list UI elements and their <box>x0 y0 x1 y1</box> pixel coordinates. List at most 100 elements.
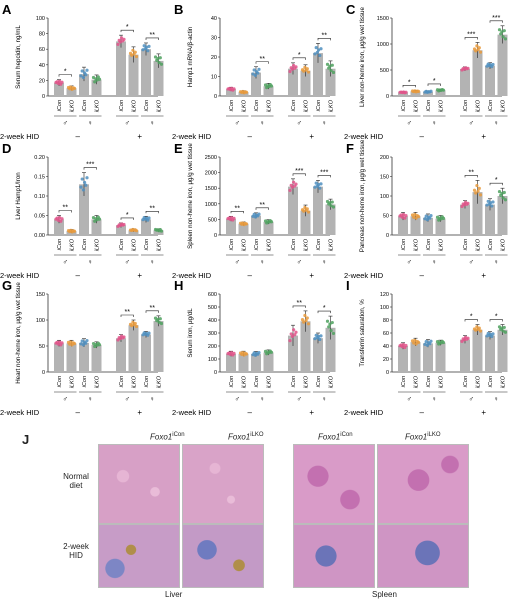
y-tick-label: 500 <box>208 217 217 223</box>
data-point <box>328 64 332 68</box>
data-point <box>325 62 330 66</box>
chart-panel-f: F Pancreas non-heme iron, μg/g wet tissue… <box>344 139 508 280</box>
bar <box>497 329 508 372</box>
chart-panel-b: B Hamp1 mRNA/β-actin 0 10 20 30 40 iCon iLKO iCon… <box>172 2 336 141</box>
sex-label: ♂ <box>297 259 302 266</box>
bar <box>485 65 495 96</box>
sex-label: ♀ <box>88 396 93 403</box>
data-point <box>303 205 307 210</box>
bar <box>54 82 64 96</box>
bar <box>141 334 151 372</box>
data-point <box>292 180 296 184</box>
significance-bracket <box>317 310 331 314</box>
y-tick-label: 40 <box>383 344 389 350</box>
y-tick-label: 0 <box>42 94 45 100</box>
data-point <box>424 340 428 344</box>
x-tick-label: iLKO <box>157 375 163 388</box>
significance-label: ** <box>297 300 303 307</box>
panel-letter-c: C <box>346 2 356 17</box>
sex-label: ♀ <box>260 259 265 266</box>
data-point <box>147 331 151 335</box>
data-point <box>466 66 470 70</box>
data-point <box>325 319 330 323</box>
x-tick-label: iCon <box>463 239 469 250</box>
sex-label: ♂ <box>469 259 474 266</box>
data-point <box>130 324 134 328</box>
panel-letter-b: B <box>174 2 183 17</box>
sex-label: ♂ <box>63 396 68 403</box>
data-point <box>404 343 408 348</box>
data-point <box>156 317 160 321</box>
bar <box>263 86 274 96</box>
bar <box>226 89 236 96</box>
data-point <box>232 87 236 91</box>
data-point <box>306 322 311 326</box>
bar <box>460 204 470 235</box>
panel-letter-a: A <box>2 2 12 17</box>
data-point <box>72 86 77 90</box>
x-tick-label: iLKO <box>329 238 335 251</box>
x-tick-label: iCon <box>401 376 407 387</box>
data-point <box>474 49 478 53</box>
bar <box>91 79 102 96</box>
chart-panel-d: D Liver Hamp1/Iron 0.00 0.05 0.10 0.15 0.20 iCo… <box>0 141 164 280</box>
x-tick-label: iLKO <box>267 238 273 251</box>
bar <box>460 339 470 372</box>
x-tick-label: iLKO <box>304 99 310 112</box>
sex-label: ♀ <box>322 259 327 266</box>
data-point <box>147 44 151 49</box>
data-point <box>462 203 466 207</box>
significance-bracket <box>292 57 306 60</box>
hid-label: 2-week HID <box>172 271 212 280</box>
data-point <box>318 186 322 190</box>
sex-label: ♂ <box>297 396 302 403</box>
bar <box>141 49 151 96</box>
data-point <box>503 330 508 334</box>
data-point <box>477 46 481 50</box>
y-tick-label: 150 <box>380 175 389 181</box>
data-point <box>303 313 307 318</box>
data-point <box>91 341 96 346</box>
hid-label: 2-week HID <box>0 271 40 280</box>
y-tick-label: 0 <box>214 94 217 100</box>
x-tick-label: iCon <box>401 239 407 250</box>
data-point <box>147 216 151 220</box>
bar <box>54 219 64 235</box>
bar <box>153 60 164 96</box>
hid-label: 2-week HID <box>172 408 212 417</box>
bar <box>435 218 446 235</box>
x-tick-label: iCon <box>229 100 235 111</box>
x-tick-label: iLKO <box>501 238 507 251</box>
data-point <box>501 196 505 200</box>
panel-letter-d: D <box>2 141 11 156</box>
bar <box>313 53 323 96</box>
data-point <box>269 220 274 224</box>
significance-label: * <box>126 24 129 31</box>
x-tick-label: iCon <box>426 100 432 111</box>
x-tick-label: iCon <box>316 100 322 111</box>
data-point <box>424 214 428 218</box>
x-tick-label: iLKO <box>157 238 163 251</box>
bar <box>116 225 126 235</box>
x-tick-label: iCon <box>291 239 297 250</box>
data-point <box>269 84 274 88</box>
significance-label: * <box>64 69 67 76</box>
chart-panel-h: H Serum iron, μg/dL 0 100 200 300 400 500 600 iCo… <box>172 278 336 417</box>
x-tick-label: iLKO <box>414 375 420 388</box>
data-point <box>133 321 137 326</box>
bar <box>128 325 139 372</box>
bar <box>300 321 311 372</box>
significance-label: *** <box>295 168 303 175</box>
significance-bracket <box>489 20 503 23</box>
hid-plus: + <box>309 271 314 280</box>
data-point <box>252 212 256 216</box>
x-tick-label: iLKO <box>95 238 101 251</box>
sex-label: ♂ <box>63 120 68 127</box>
bar <box>263 221 274 235</box>
data-point <box>81 188 85 192</box>
data-point <box>329 68 333 73</box>
x-tick-label: iCon <box>463 376 469 387</box>
data-point <box>502 190 506 195</box>
data-point <box>402 342 406 347</box>
data-point <box>413 212 417 217</box>
